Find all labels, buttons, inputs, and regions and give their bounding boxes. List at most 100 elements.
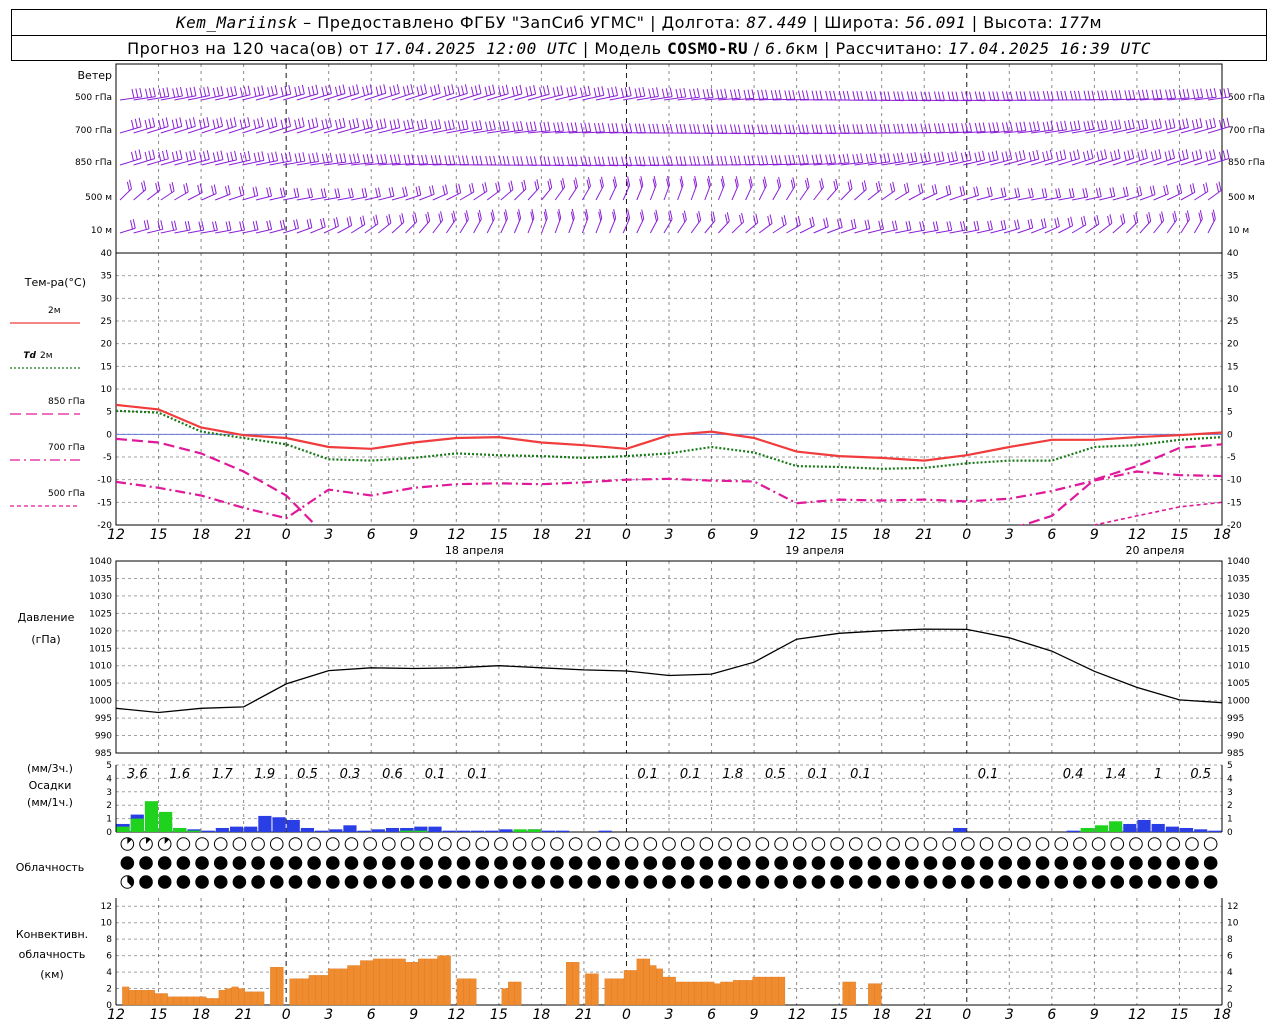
wind-barb-feather xyxy=(212,119,216,129)
wind-barb-feather xyxy=(951,91,955,101)
wind-barb-feather xyxy=(239,221,243,231)
wind-barb-feather xyxy=(342,117,346,127)
wind-barb-feather xyxy=(338,85,342,95)
wind-barb-shaft xyxy=(296,196,313,201)
wind-barb-feather xyxy=(1173,89,1177,99)
cloud-cover-circle xyxy=(1166,875,1181,889)
wind-barb-feather xyxy=(280,153,284,163)
conv-cloud-bar xyxy=(630,970,638,1006)
wind-barb-feather xyxy=(753,215,757,225)
wind-barb-feather xyxy=(1165,89,1169,99)
wind-barb-feather xyxy=(270,118,274,128)
wind-barb-shaft xyxy=(378,162,401,166)
wind-barb-feather xyxy=(148,88,152,98)
wind-barb-shaft xyxy=(840,161,863,166)
conv-cloud-bar xyxy=(160,993,168,1006)
wind-barb-feather xyxy=(438,119,442,129)
wind-barb-feather xyxy=(402,187,406,197)
wind-barb-feather xyxy=(638,87,642,97)
precip-conv-bar xyxy=(144,801,159,832)
wind-barb-feather xyxy=(561,121,565,132)
wind-barb-feather xyxy=(819,90,823,100)
wind-barb-feather xyxy=(266,187,270,197)
wind-barb-feather xyxy=(148,118,152,128)
wind-barb-feather xyxy=(737,155,741,165)
wind-barb-feather xyxy=(639,178,643,188)
wind-barb-feather xyxy=(1178,89,1182,99)
wind-barb-feather xyxy=(601,86,605,96)
cloud-cover-circle xyxy=(232,837,247,851)
precip-panel-ytick-left: 1 xyxy=(106,815,112,825)
wind-barb-feather xyxy=(588,156,592,166)
wind-barb-feather xyxy=(847,181,851,191)
wind-barb-feather xyxy=(922,221,926,231)
wind-barb-shaft xyxy=(609,95,632,101)
temperature-panel-ytick-right: 10 xyxy=(1227,385,1239,395)
date-label: 18 апреля xyxy=(445,544,504,557)
wind-barb-feather xyxy=(275,151,279,161)
wind-barb-feather xyxy=(1056,217,1060,227)
wind-barb-feather xyxy=(1113,150,1117,160)
wind-barb-feather xyxy=(1211,212,1215,222)
wind-barb-feather xyxy=(932,221,936,231)
time-tick-label-bottom: 9 xyxy=(750,1007,759,1023)
precip-3h-total: 0.1 xyxy=(467,767,488,782)
wind-barb-feather xyxy=(356,84,360,94)
wind-barb-feather xyxy=(339,153,343,163)
precip-3h-total: 0.1 xyxy=(637,767,658,782)
wind-barb-feather xyxy=(1192,183,1196,193)
wind-barb-feather xyxy=(776,179,780,189)
wind-barb-feather xyxy=(978,151,982,161)
wind-barb-feather xyxy=(543,211,547,221)
wind-barb-feather xyxy=(1122,187,1126,197)
precip-3h-total: 0.1 xyxy=(978,767,999,782)
wind-barb-feather xyxy=(842,90,846,101)
wind-barb-feather xyxy=(941,123,945,133)
time-tick-label: 15 xyxy=(830,527,848,543)
wind-barb-feather xyxy=(184,221,188,231)
wind-barb-feather xyxy=(198,119,202,129)
wind-barb-feather xyxy=(337,188,341,198)
wind-barb-feather xyxy=(625,178,629,189)
temperature-legend-label: 850 гПа xyxy=(48,397,85,407)
temperature-panel-ytick-left: 5 xyxy=(106,408,112,418)
precip-panel-title: Осадки xyxy=(29,779,72,792)
wind-barb-feather xyxy=(552,87,556,97)
time-tick-label: 0 xyxy=(282,527,291,543)
wind-barb-feather xyxy=(233,117,237,127)
wind-barb-feather xyxy=(261,151,265,161)
cloud-cover-circle xyxy=(1185,875,1199,889)
conv-cloud-bar xyxy=(295,978,303,1006)
wind-barb-feather xyxy=(607,156,611,166)
wind-barb-feather xyxy=(1133,214,1137,224)
conv-cloud-bar xyxy=(746,980,753,1006)
wind-barb-feather xyxy=(1164,151,1168,161)
wind-barb-feather xyxy=(348,188,351,198)
wind-barb-feather xyxy=(625,156,629,166)
cloud-cover-circle xyxy=(438,856,452,870)
cloud-cover-circle xyxy=(718,837,732,851)
wind-barb-feather xyxy=(928,123,932,133)
wind-barb-feather xyxy=(309,218,313,228)
cloud-cover-circle xyxy=(1017,856,1031,870)
wind-barb-feather xyxy=(556,86,560,96)
wind-barb-feather xyxy=(146,219,150,229)
wind-barb-feather xyxy=(1069,90,1073,101)
wind-barb-feather xyxy=(1105,90,1109,100)
wind-barb-feather xyxy=(1100,120,1104,130)
wind-barb-feather xyxy=(948,184,952,195)
wind-barb-feather xyxy=(1222,150,1226,160)
temperature-panel-ytick-left: 20 xyxy=(101,340,113,350)
wind-barb-feather xyxy=(386,215,390,225)
wind-barb-shaft xyxy=(582,131,605,134)
wind-barb-shaft xyxy=(1167,97,1190,101)
conv-cloud-bar xyxy=(250,991,258,1006)
wind-barb-feather xyxy=(601,156,605,166)
wind-barb-feather xyxy=(315,84,319,94)
wind-barb-feather xyxy=(1118,90,1122,100)
wind-barb-feather xyxy=(696,88,700,98)
wind-barb-feather xyxy=(1205,182,1209,192)
wind-barb-feather xyxy=(865,91,869,101)
precip-rain-bar xyxy=(1179,827,1194,832)
